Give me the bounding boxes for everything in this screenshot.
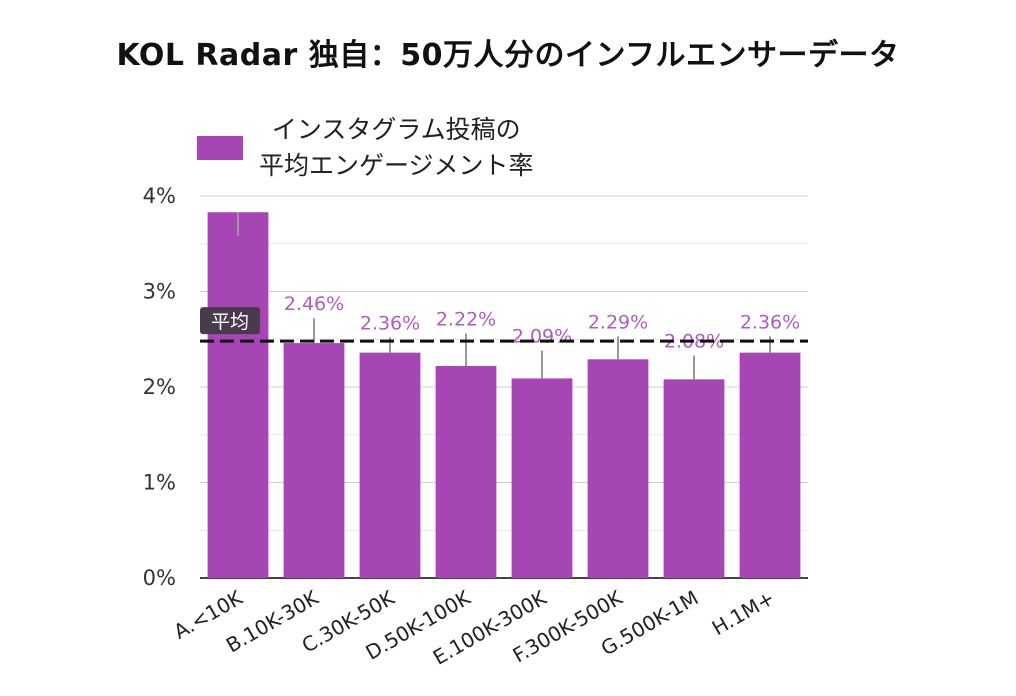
legend-label-line-2: 平均エンゲージメント率 — [259, 151, 534, 180]
data-label: 2.22% — [436, 309, 496, 331]
bar — [663, 379, 725, 578]
x-axis-labels: A.<10KB.10K-30KC.30K-50KD.50K-100KE.100K… — [170, 585, 779, 670]
y-tick-label: 1% — [143, 471, 176, 495]
legend-label-line-1: インスタグラム投稿の — [271, 115, 521, 144]
data-label: 2.09% — [512, 326, 572, 348]
legend-label: インスタグラム投稿の 平均エンゲージメント率 — [259, 112, 534, 184]
data-label: 2.29% — [588, 311, 648, 333]
x-tick-label: H.1M+ — [708, 586, 779, 641]
y-tick-label: 0% — [143, 566, 176, 590]
bars — [207, 212, 801, 579]
data-label: 2.36% — [360, 312, 420, 334]
chart-title: KOL Radar 独自：50万人分のインフルエンサーデータ — [116, 38, 900, 73]
bar — [739, 352, 801, 578]
error-bars — [237, 212, 771, 380]
bar — [283, 343, 345, 578]
data-label: 2.46% — [284, 293, 344, 315]
y-tick-label: 4% — [143, 184, 176, 208]
y-axis-ticks: 0% 1% 2% 3% 4% — [143, 184, 176, 590]
bar — [587, 359, 649, 578]
y-tick-label: 2% — [143, 375, 176, 399]
bar — [435, 365, 497, 578]
data-labels: 2.46%2.36% 2.22%2.09%2.29%2.08%2.36% — [284, 293, 800, 352]
bar — [359, 352, 421, 578]
average-line-group: 平均 — [200, 307, 808, 343]
legend-swatch — [197, 136, 243, 160]
average-label: 平均 — [211, 311, 249, 333]
bar — [511, 378, 573, 578]
average-label-box — [200, 307, 260, 335]
data-label: 2.36% — [740, 311, 800, 333]
bar — [207, 212, 269, 579]
y-tick-label: 3% — [143, 280, 176, 304]
legend: インスタグラム投稿の 平均エンゲージメント率 — [197, 112, 534, 184]
